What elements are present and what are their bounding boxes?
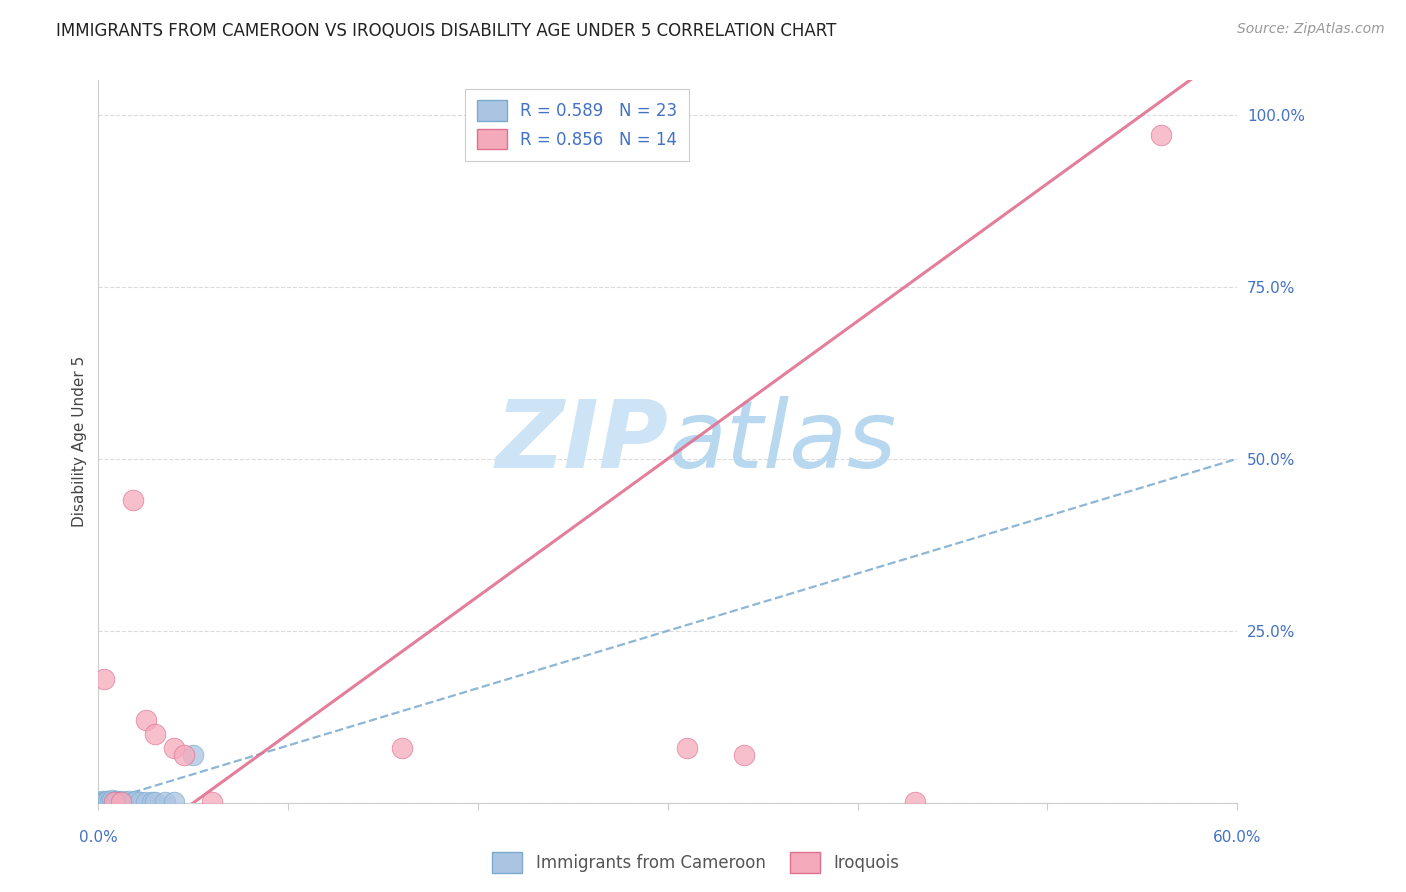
Point [135,795,157,809]
Point [153,795,176,809]
Point [904,795,927,809]
Point [110,795,132,809]
Point [110,795,132,809]
Legend: Immigrants from Cameroon, Iroquois: Immigrants from Cameroon, Iroquois [485,846,907,880]
Point [163,740,186,755]
Point [183,747,205,762]
Point [733,747,755,762]
Point [98,795,121,809]
Point [91,794,114,808]
Point [121,795,143,809]
Point [391,740,413,755]
Point [118,794,141,808]
Point [104,794,127,808]
Point [115,795,138,809]
Point [145,795,167,809]
Point [135,713,157,727]
Point [103,795,125,809]
Point [125,794,148,808]
Point [107,794,129,808]
Point [93,672,115,686]
Text: atlas: atlas [668,396,896,487]
Point [121,493,143,508]
Legend: R = 0.589   N = 23, R = 0.856   N = 14: R = 0.589 N = 23, R = 0.856 N = 14 [465,88,689,161]
Point [112,794,135,808]
Text: 0.0%: 0.0% [79,830,118,846]
Text: IMMIGRANTS FROM CAMEROON VS IROQUOIS DISABILITY AGE UNDER 5 CORRELATION CHART: IMMIGRANTS FROM CAMEROON VS IROQUOIS DIS… [56,22,837,40]
Point [103,795,125,809]
Point [163,795,186,809]
Text: 60.0%: 60.0% [1213,830,1261,846]
Point [129,795,152,809]
Point [89,795,111,809]
Point [100,793,122,807]
Point [141,795,163,809]
Text: Source: ZipAtlas.com: Source: ZipAtlas.com [1237,22,1385,37]
Point [173,747,195,762]
Text: ZIP: ZIP [495,395,668,488]
Point [676,740,699,755]
Point [93,795,115,809]
Point [1150,128,1173,143]
Point [145,727,167,741]
Y-axis label: Disability Age Under 5: Disability Age Under 5 [72,356,87,527]
Point [201,795,224,809]
Point [94,794,117,808]
Point [97,794,120,808]
